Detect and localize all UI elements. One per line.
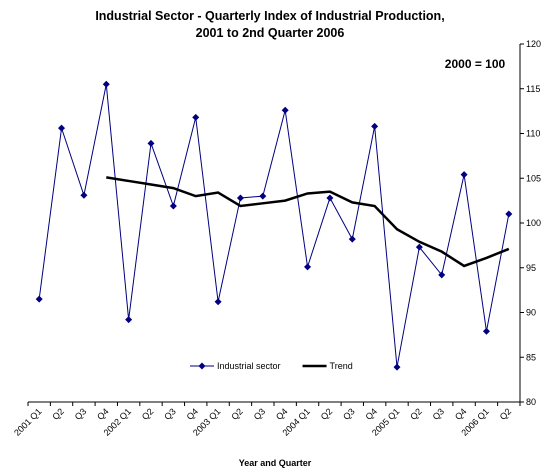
x-axis-title: Year and Quarter xyxy=(239,458,312,468)
data-point xyxy=(214,298,222,306)
data-point xyxy=(438,271,446,279)
data-point xyxy=(102,80,110,88)
legend-label: Industrial sector xyxy=(217,361,281,371)
data-point xyxy=(147,139,155,147)
x-tick-label: Q3 xyxy=(252,406,268,422)
data-point xyxy=(371,122,379,130)
x-tick-label: Q4 xyxy=(453,406,469,422)
data-point xyxy=(58,124,66,132)
y-tick-label: 90 xyxy=(526,308,536,318)
y-tick-label: 120 xyxy=(526,39,541,49)
x-tick-label: Q2 xyxy=(50,406,66,422)
x-tick-label: Q2 xyxy=(498,406,514,422)
data-point xyxy=(326,194,334,202)
x-tick-label: Q4 xyxy=(274,406,290,422)
x-tick-label: Q3 xyxy=(431,406,447,422)
legend-marker xyxy=(198,362,206,370)
data-point xyxy=(236,194,244,202)
data-point xyxy=(393,363,401,371)
data-point xyxy=(169,202,177,210)
x-tick-label: Q4 xyxy=(95,406,111,422)
y-tick-label: 115 xyxy=(526,84,540,94)
data-point xyxy=(281,106,289,114)
x-tick-label: Q2 xyxy=(408,406,424,422)
data-point xyxy=(35,295,43,303)
series-line xyxy=(38,84,510,368)
data-point xyxy=(304,263,312,271)
data-point xyxy=(415,243,423,251)
x-tick-label: Q4 xyxy=(363,406,379,422)
data-point xyxy=(259,192,267,200)
x-tick-label: Q3 xyxy=(73,406,89,422)
annotation: 2000 = 100 xyxy=(445,57,506,71)
chart-title: 2001 to 2nd Quarter 2006 xyxy=(196,26,345,40)
legend-label: Trend xyxy=(330,361,353,371)
x-tick-label: Q2 xyxy=(229,406,245,422)
x-tick-label: 2001 Q1 xyxy=(12,406,43,437)
data-point xyxy=(80,191,88,199)
y-tick-label: 95 xyxy=(526,263,536,273)
data-point xyxy=(125,316,133,324)
y-tick-label: 80 xyxy=(526,397,536,407)
y-tick-label: 100 xyxy=(526,218,541,228)
x-tick-label: Q4 xyxy=(185,406,201,422)
data-point xyxy=(192,113,200,121)
x-tick-label: Q2 xyxy=(319,406,335,422)
x-tick-label: Q3 xyxy=(341,406,357,422)
series-line xyxy=(106,176,510,268)
data-point xyxy=(505,210,513,218)
chart-title: Industrial Sector - Quarterly Index of I… xyxy=(95,9,444,23)
data-point xyxy=(482,327,490,335)
data-point xyxy=(460,171,468,179)
y-tick-label: 85 xyxy=(526,352,536,362)
y-tick-label: 105 xyxy=(526,173,541,183)
y-tick-label: 110 xyxy=(526,129,540,139)
x-tick-label: Q3 xyxy=(162,406,178,422)
data-point xyxy=(348,235,356,243)
x-tick-label: Q2 xyxy=(140,406,156,422)
